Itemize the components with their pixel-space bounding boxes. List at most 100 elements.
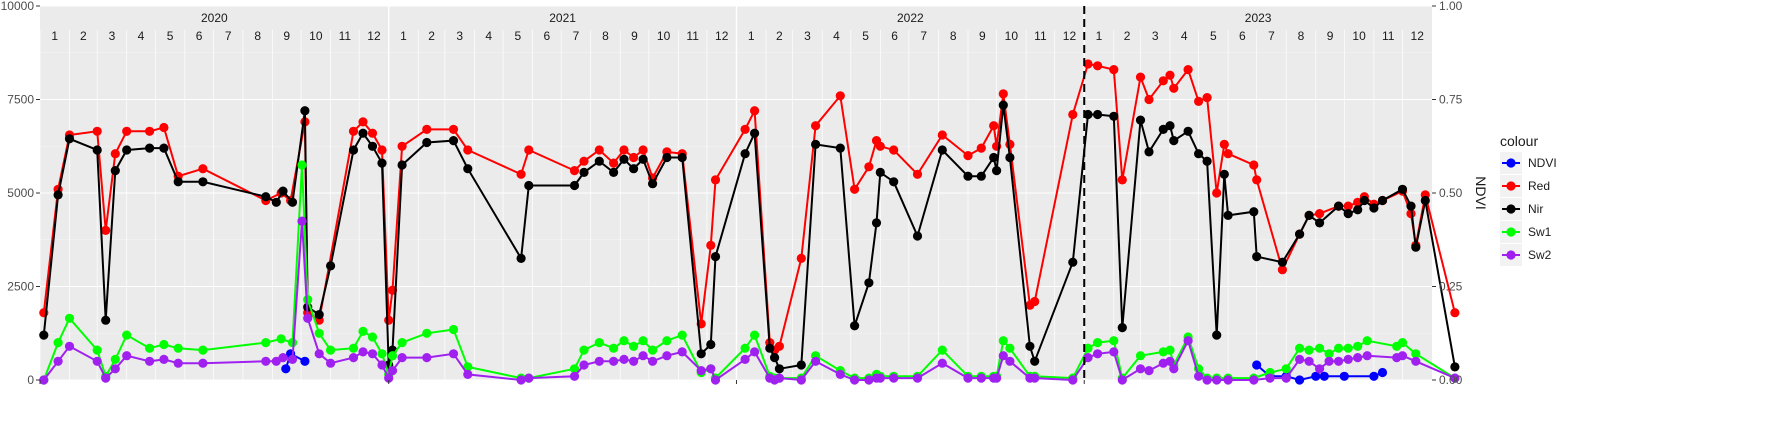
data-point-sw1	[145, 343, 155, 353]
data-point-sw2	[1165, 356, 1175, 366]
month-label: 12	[715, 29, 729, 43]
month-label: 12	[367, 29, 381, 43]
data-point-red	[1249, 160, 1259, 170]
y-axis-left: 0 2500 5000 7500 10000	[1, 0, 1085, 387]
data-point-nir	[889, 177, 899, 187]
data-point-sw1	[348, 343, 359, 353]
data-point-sw2	[796, 375, 806, 385]
data-point-sw1	[998, 336, 1008, 346]
data-point-nir	[1334, 201, 1344, 211]
data-point-sw2	[1117, 375, 1127, 385]
data-point-red	[963, 151, 973, 161]
data-point-sw1	[1281, 364, 1291, 374]
data-point-sw2	[1005, 356, 1015, 366]
data-point-sw2	[110, 364, 120, 374]
month-label: 6	[1239, 29, 1246, 43]
legend-item-sw2: Sw2	[1500, 244, 1552, 266]
month-label: 5	[514, 29, 521, 43]
data-point-sw2	[278, 353, 288, 363]
data-point-nir	[1377, 195, 1388, 206]
data-point-nir	[1212, 330, 1222, 340]
data-point-sw2	[1068, 375, 1078, 385]
data-point-sw2	[638, 351, 648, 361]
data-point-sw2	[1324, 356, 1334, 366]
data-point-nir	[662, 152, 672, 163]
data-point-sw2	[1411, 356, 1421, 366]
data-point-red	[609, 158, 619, 168]
month-label: 10	[309, 29, 323, 43]
data-point-nir	[1406, 201, 1416, 211]
data-point-sw1	[1362, 336, 1372, 346]
data-point-nir	[1353, 205, 1363, 215]
data-point-red	[1135, 72, 1146, 82]
month-label: 11	[1382, 29, 1395, 43]
data-point-sw1	[1135, 351, 1146, 361]
data-point-sw2	[976, 373, 986, 383]
month-label: 4	[485, 29, 492, 43]
data-point-ndvi	[300, 356, 310, 366]
data-point-red	[384, 315, 394, 325]
y2-tick-label: 1.00	[1439, 0, 1463, 13]
data-point-sw1	[367, 332, 378, 342]
data-point-nir	[1165, 121, 1175, 131]
month-label: 7	[920, 29, 927, 43]
data-point-sw1	[377, 349, 387, 359]
data-point-sw2	[1223, 375, 1233, 385]
data-point-sw1	[648, 345, 658, 355]
data-point-sw2	[387, 366, 398, 376]
data-point-red	[1183, 65, 1193, 75]
data-point-nir	[1083, 109, 1093, 120]
data-point-nir	[989, 152, 999, 163]
data-point-red	[912, 169, 923, 179]
month-label: 12	[1411, 29, 1425, 43]
data-point-nir	[1005, 152, 1015, 163]
data-point-red	[1169, 83, 1179, 93]
data-point-nir	[1202, 156, 1212, 166]
data-point-nir	[1249, 207, 1259, 217]
data-point-sw2	[1030, 373, 1040, 383]
data-point-sw1	[92, 345, 102, 355]
data-point-sw1	[276, 334, 286, 344]
data-point-sw1	[594, 338, 604, 348]
data-point-nir	[835, 143, 845, 153]
month-label: 8	[950, 29, 957, 43]
data-point-red	[524, 145, 534, 155]
data-point-sw2	[648, 356, 658, 366]
data-point-sw2	[198, 358, 208, 368]
legend-key-point	[1506, 204, 1516, 214]
series-ndvi	[281, 349, 1388, 385]
data-point-nir	[569, 180, 580, 191]
data-point-red	[889, 145, 899, 155]
legend-label: Nir	[1528, 202, 1543, 216]
data-point-red	[619, 145, 629, 155]
data-point-red	[145, 126, 155, 136]
data-point-sw1	[159, 339, 169, 350]
data-point-red	[159, 122, 169, 133]
data-point-sw1	[1304, 345, 1314, 355]
year-label: 2021	[549, 11, 576, 25]
data-point-red	[811, 121, 821, 131]
data-point-nir	[1158, 124, 1168, 134]
month-label: 8	[1298, 29, 1305, 43]
y-tick-label: 0	[27, 373, 34, 387]
data-point-sw2	[422, 353, 432, 363]
data-point-nir	[463, 164, 473, 174]
data-point-sw1	[1165, 345, 1175, 355]
month-label: 8	[602, 29, 609, 43]
month-label: 10	[1005, 29, 1019, 43]
data-point-sw2	[629, 356, 639, 366]
month-label: 7	[573, 29, 580, 43]
data-point-sw2	[619, 354, 629, 364]
month-label: 1	[51, 29, 58, 43]
data-point-nir	[326, 261, 336, 271]
month-label: 7	[225, 29, 232, 43]
data-point-nir	[619, 154, 629, 164]
legend-key-point	[1506, 158, 1516, 168]
data-point-red	[358, 117, 368, 127]
month-label: 9	[979, 29, 986, 43]
data-point-nir	[765, 343, 775, 353]
data-point-red	[750, 106, 760, 116]
legend: colour NDVI Red Nir Sw1 Sw2	[1500, 133, 1557, 266]
data-point-sw1	[1093, 338, 1103, 348]
data-point-sw1	[1353, 341, 1363, 351]
